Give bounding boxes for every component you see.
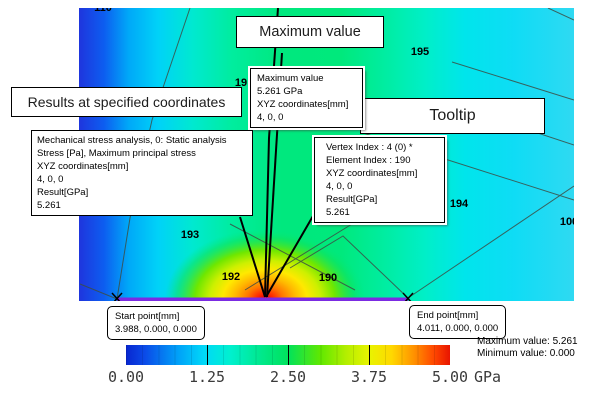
result-line: Result[GPa] <box>37 187 89 198</box>
maximum-value-readout: Maximum value: 5.261 <box>477 336 578 347</box>
tooltip-line: 5.261 <box>326 207 350 218</box>
tooltip-line: Maximum value <box>257 73 324 84</box>
tooltip-line: 4, 0, 0 <box>326 181 353 192</box>
scale-label-500: 5.00 <box>431 368 469 386</box>
element-number: 194 <box>449 198 469 210</box>
maximum-value-tooltip: Maximum value 5.261 GPa XYZ coordinates[… <box>250 68 363 128</box>
start-point-box: Start point[mm] 3.988, 0.000, 0.000 <box>107 306 205 340</box>
start-point-coords: 3.988, 0.000, 0.000 <box>115 324 197 335</box>
results-at-coordinates-callout: Results at specified coordinates <box>11 87 242 117</box>
result-line: Mechanical stress analysis, 0: Static an… <box>37 135 227 146</box>
element-number: 193 <box>180 229 200 241</box>
start-point-label: Start point[mm] <box>115 311 180 322</box>
element-number: 195 <box>410 46 430 58</box>
scale-label-0: 0.00 <box>107 368 145 386</box>
mesh-edges <box>79 8 574 300</box>
tooltip-line: XYZ coordinates[mm] <box>326 168 418 179</box>
scale-label-250: 2.50 <box>269 368 307 386</box>
tooltip-callout-text: Tooltip <box>429 107 476 124</box>
scale-tick <box>369 345 370 365</box>
tooltip-line: 5.261 GPa <box>257 86 303 97</box>
scale-label-125: 1.25 <box>188 368 226 386</box>
element-number: 190 <box>318 272 338 284</box>
tooltip-callout: Tooltip <box>360 98 545 134</box>
color-scale-bar <box>126 345 450 365</box>
result-line: Stress [Pa], Maximum principal stress <box>37 148 196 159</box>
element-number: 100 <box>559 216 574 228</box>
result-line: XYZ coordinates[mm] <box>37 161 129 172</box>
tooltip-line: XYZ coordinates[mm] <box>257 99 349 110</box>
result-line: 4, 0, 0 <box>37 174 64 185</box>
tooltip-line: Result[GPa] <box>326 194 378 205</box>
element-number: 110 <box>94 8 112 14</box>
element-number: 19 <box>234 77 248 89</box>
scale-unit-label: GPa <box>474 368 502 386</box>
element-number: 192 <box>221 271 241 283</box>
end-point-coords: 4.011, 0.000, 0.000 <box>417 323 499 334</box>
result-extrema: Maximum value: 5.261 Minimum value: 0.00… <box>477 336 578 360</box>
end-point-label: End point[mm] <box>417 310 479 321</box>
tooltip-line: 4, 0, 0 <box>257 112 284 123</box>
specified-coordinates-result-box: Mechanical stress analysis, 0: Static an… <box>31 130 253 216</box>
results-at-coordinates-text: Results at specified coordinates <box>27 94 226 110</box>
probe-end-markers <box>111 292 414 301</box>
maximum-value-callout-text: Maximum value <box>259 24 361 40</box>
end-point-box: End point[mm] 4.011, 0.000, 0.000 <box>409 305 507 339</box>
result-line: 5.261 <box>37 200 61 211</box>
tooltip-line: Element Index : 190 <box>326 155 411 166</box>
scale-label-375: 3.75 <box>350 368 388 386</box>
minimum-value-readout: Minimum value: 0.000 <box>477 348 575 359</box>
vertex-tooltip: Vertex Index : 4 (0) * Element Index : 1… <box>314 137 445 223</box>
scale-tick <box>288 345 289 365</box>
scale-tick <box>207 345 208 365</box>
maximum-value-callout: Maximum value <box>236 16 384 48</box>
tooltip-line: Vertex Index : 4 (0) * <box>326 142 413 153</box>
